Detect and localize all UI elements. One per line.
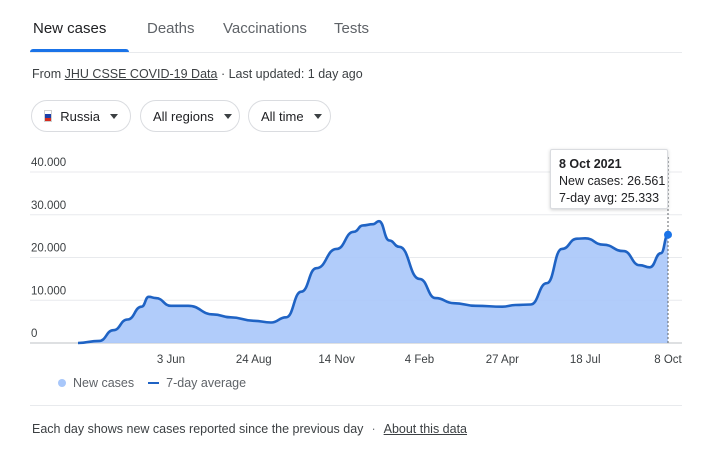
chart-legend: New cases 7-day average: [58, 376, 246, 390]
y-tick-label: 30.000: [31, 200, 66, 212]
chart-tooltip: 8 Oct 2021 New cases: 26.561 7-day avg: …: [550, 149, 668, 209]
highlight-point: [664, 230, 672, 239]
tooltip-date: 8 Oct 2021: [559, 157, 622, 171]
y-tick-label: 40.000: [31, 157, 66, 169]
chevron-down-icon: [223, 113, 232, 119]
tooltip-new-cases: New cases: 26.561: [559, 174, 666, 188]
active-tab-indicator: [30, 49, 129, 52]
tab-vaccinations[interactable]: Vaccinations: [223, 20, 307, 37]
tab-deaths[interactable]: Deaths: [147, 20, 195, 37]
x-tick-label: 3 Jun: [157, 354, 185, 366]
y-tick-label: 0: [31, 328, 37, 340]
last-updated: · Last updated: 1 day ago: [217, 67, 363, 81]
footer-divider: [30, 405, 682, 406]
x-tick-label: 4 Feb: [405, 354, 434, 366]
x-tick-label: 24 Aug: [236, 354, 272, 366]
tab-new-cases[interactable]: New cases: [33, 20, 107, 37]
country-select[interactable]: Russia: [31, 100, 131, 132]
source-line: From JHU CSSE COVID-19 Data · Last updat…: [32, 67, 363, 81]
x-tick-label: 14 Nov: [318, 354, 355, 366]
region-select-label: All regions: [153, 108, 214, 124]
tab-bar: New cases Deaths Vaccinations Tests: [30, 0, 682, 53]
source-prefix: From: [32, 67, 65, 81]
period-select[interactable]: All time: [248, 100, 331, 132]
footer-text: Each day shows new cases reported since …: [32, 422, 364, 436]
footer: Each day shows new cases reported since …: [32, 422, 467, 436]
x-axis-labels: 3 Jun 24 Aug 14 Nov 4 Feb 27 Apr 18 Jul 8 Oct: [157, 354, 683, 366]
legend-avg: 7-day average: [166, 376, 247, 390]
footer-separator: ·: [371, 422, 376, 436]
average-legend-line: [148, 382, 160, 384]
tooltip-avg: 7-day avg: 25.333: [559, 191, 660, 205]
about-data-link[interactable]: About this data: [383, 422, 468, 436]
new-cases-legend-dot: [58, 379, 66, 387]
russia-flag-icon: [44, 110, 53, 122]
y-axis-labels: 0 10.000 20.000 30.000 40.000: [31, 157, 66, 340]
seven-day-average-line: [77, 219, 669, 345]
tab-tests[interactable]: Tests: [334, 20, 370, 37]
x-tick-label: 27 Apr: [486, 354, 519, 366]
country-select-label: Russia: [60, 108, 100, 124]
chevron-down-icon: [110, 113, 118, 119]
x-tick-label: 8 Oct: [654, 354, 682, 366]
source-link[interactable]: JHU CSSE COVID-19 Data: [64, 67, 218, 81]
region-select[interactable]: All regions: [140, 100, 240, 132]
period-select-label: All time: [261, 108, 304, 124]
y-tick-label: 10.000: [31, 285, 66, 297]
new-cases-area: [78, 221, 668, 343]
chevron-down-icon: [313, 113, 322, 119]
x-tick-label: 18 Jul: [570, 354, 601, 366]
legend-new-cases: New cases: [73, 376, 135, 390]
cases-chart[interactable]: 0 10.000 20.000 30.000 40.000 3 Jun 24 Aug 14 …: [0, 145, 704, 375]
y-tick-label: 20.000: [31, 243, 66, 255]
